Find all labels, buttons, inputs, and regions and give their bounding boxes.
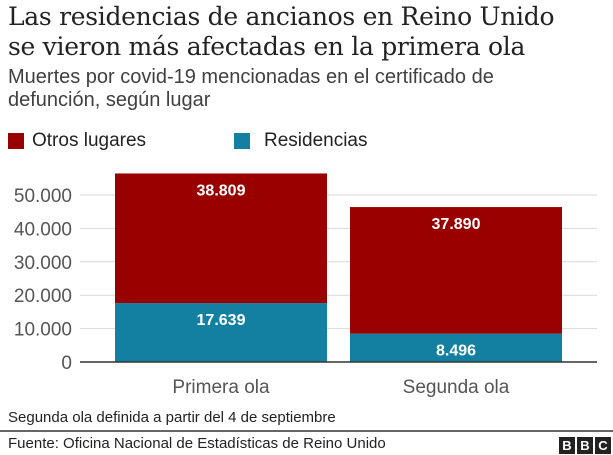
bar-segment-otros-lugares <box>115 173 327 304</box>
y-axis-ticks: 0 10.000 20.000 30.000 40.000 50.000 <box>14 186 72 374</box>
data-label: 17.639 <box>197 312 246 329</box>
bar-segment-residencias <box>350 333 562 362</box>
legend-item-residencias: Residencias <box>234 130 368 152</box>
title-line-1: Las residencias de ancianos en Reino Uni… <box>8 2 555 31</box>
bar-segment-residencias <box>115 303 327 362</box>
legend-swatch-otros-lugares <box>8 133 24 149</box>
chart-title: Las residencias de ancianos en Reino Uni… <box>8 2 613 62</box>
bbc-logo-letter: C <box>595 437 611 454</box>
chart-subtitle: Muertes por covid-19 mencionadas en el c… <box>8 66 613 112</box>
legend-item-otros-lugares: Otros lugares <box>8 130 146 152</box>
footnote: Segunda ola definida a partir del 4 de s… <box>8 409 336 426</box>
legend-swatch-residencias <box>234 133 250 149</box>
y-tick-label: 50.000 <box>14 186 72 207</box>
data-label: 38.809 <box>197 182 246 199</box>
footer-divider <box>0 430 613 432</box>
data-label: 8.496 <box>436 343 476 360</box>
y-tick-label: 0 <box>61 353 72 374</box>
subtitle-line-1: Muertes por covid-19 mencionadas en el c… <box>8 66 494 88</box>
subtitle-line-2: defunción, según lugar <box>8 89 211 111</box>
bbc-logo: B B C <box>559 437 611 454</box>
x-tick-label: Segunda ola <box>403 377 510 398</box>
y-tick-label: 10.000 <box>14 320 72 341</box>
data-label: 37.890 <box>432 216 481 233</box>
bars: 17.639 38.809 8.496 37.890 <box>80 173 597 363</box>
title-line-2: se vieron más afectadas en la primera ol… <box>8 32 526 61</box>
bbc-logo-letter: B <box>559 437 575 454</box>
y-tick-label: 30.000 <box>14 253 72 274</box>
source-text: Fuente: Oficina Nacional de Estadísticas… <box>8 435 386 452</box>
x-tick-label: Primera ola <box>172 377 270 398</box>
y-tick-label: 20.000 <box>14 286 72 307</box>
y-tick-label: 40.000 <box>14 219 72 240</box>
legend-label-residencias: Residencias <box>264 130 368 151</box>
bbc-logo-letter: B <box>577 437 593 454</box>
x-axis-labels: Primera ola Segunda ola <box>172 377 509 398</box>
bar-segment-otros-lugares <box>350 207 562 334</box>
legend-label-otros-lugares: Otros lugares <box>32 130 147 151</box>
